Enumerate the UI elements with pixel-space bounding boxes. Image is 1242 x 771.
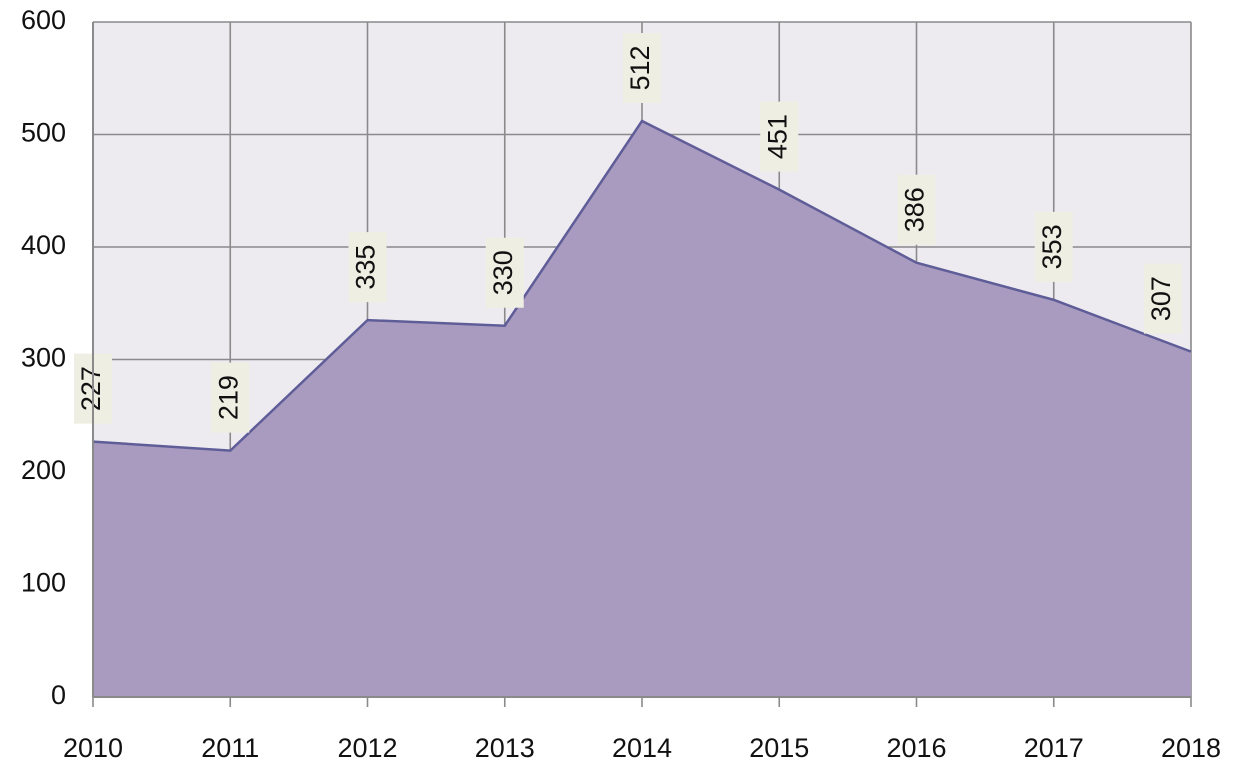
y-tick-label: 0: [51, 680, 66, 710]
x-tick-label: 2015: [749, 733, 809, 763]
y-tick-label: 100: [21, 568, 66, 598]
data-label: 451: [760, 101, 799, 172]
data-label-text: 227: [76, 366, 106, 411]
data-label: 386: [897, 174, 936, 245]
area: [93, 121, 1191, 697]
label-box: [211, 362, 250, 433]
y-tick-label: 600: [21, 5, 66, 35]
y-tick-label: 400: [21, 230, 66, 260]
x-tick-label: 2012: [337, 733, 397, 763]
y-tick-label: 500: [21, 118, 66, 148]
label-box: [485, 237, 524, 308]
data-label-text: 386: [900, 187, 930, 232]
label-box: [760, 101, 799, 172]
x-tick-label: 2017: [1024, 733, 1084, 763]
data-label-text: 219: [213, 375, 243, 420]
data-label-text: 335: [351, 245, 381, 290]
x-tick-label: 2013: [475, 733, 535, 763]
data-label-text: 353: [1037, 224, 1067, 269]
x-tick-label: 2016: [886, 733, 946, 763]
data-label-text: 330: [488, 250, 518, 295]
x-tick-label: 2014: [612, 733, 672, 763]
data-label-text: 451: [762, 114, 792, 159]
x-tick-label: 2010: [63, 733, 123, 763]
data-label: 219: [211, 362, 250, 433]
x-tick-label: 2011: [201, 733, 259, 763]
x-tick-label: 2018: [1161, 733, 1221, 763]
area-line: [92, 119, 1192, 452]
data-label: 353: [1034, 211, 1073, 282]
data-label: 330: [485, 237, 524, 308]
data-label: 335: [348, 232, 387, 303]
data-label: 307: [1144, 263, 1182, 334]
label-box: [1144, 263, 1182, 334]
label-box: [1034, 211, 1073, 282]
data-label: 512: [623, 33, 661, 103]
label-box: [348, 232, 387, 303]
label-box: [897, 174, 936, 245]
data-label-text: 512: [625, 45, 655, 90]
y-tick-label: 300: [21, 343, 66, 373]
data-label-text: 307: [1146, 276, 1176, 321]
y-tick-label: 200: [21, 455, 66, 485]
label-box: [623, 33, 661, 103]
